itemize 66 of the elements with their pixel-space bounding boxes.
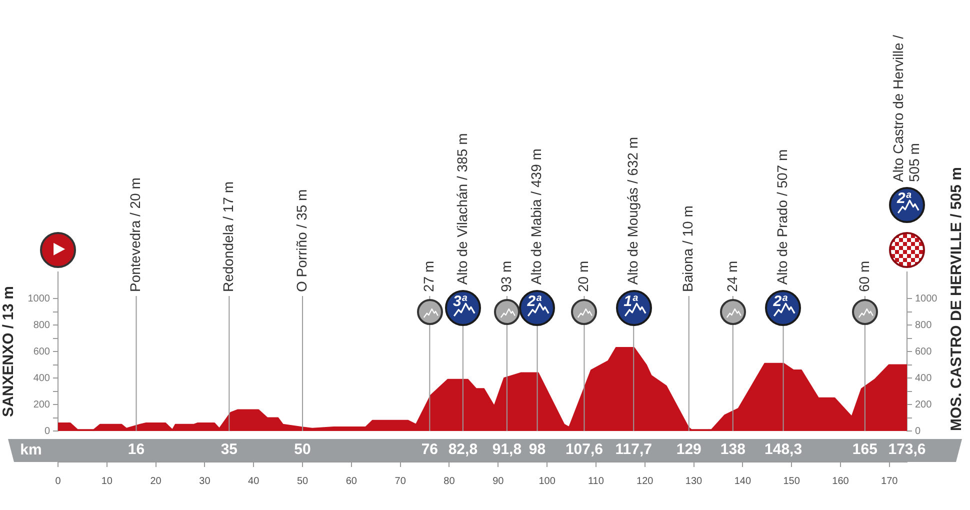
ref-line-label: 60 m — [856, 260, 872, 292]
x-tick-label: 60 — [346, 476, 358, 487]
x2-tick-label: 129 — [676, 441, 702, 458]
x2-tick-label: 35 — [220, 441, 238, 458]
y2-tick-label: 600 — [915, 346, 932, 358]
annotation: 2ª — [773, 292, 788, 310]
ref-line-label: Baiona / 10 m — [680, 206, 696, 292]
x-tick-label: 130 — [685, 476, 703, 487]
y2-tick-label: 400 — [915, 372, 932, 384]
text: 2ª — [897, 190, 911, 207]
x-tick-label: 140 — [734, 476, 752, 487]
y2-axis-title: MOS. CASTRO DE HERVILLE / 505 m — [948, 167, 966, 431]
y-tick-label: 400 — [33, 372, 50, 384]
y-tick-label: 200 — [33, 399, 50, 410]
x-tick-label: 0 — [55, 476, 62, 487]
annotation: 1ª — [624, 292, 638, 310]
x-tick-label: 10 — [101, 476, 113, 487]
ref-line-label: Redondela / 17 m — [220, 181, 236, 292]
y-tick-label: 800 — [33, 320, 50, 331]
ref-line-label: Alto de Mougás / 632 m — [624, 136, 640, 285]
x-tick-label: 150 — [783, 476, 800, 487]
ref-line-label: Alto de Vilachán / 385 m — [454, 133, 470, 285]
x2-tick-label: 98 — [528, 441, 546, 458]
x-tick-label: 110 — [588, 476, 604, 487]
x2-tick-label: 16 — [128, 441, 145, 458]
text: Alto Castro de Herville / 505 m — [890, 34, 922, 182]
y-tick-label: 0 — [44, 426, 50, 437]
y2-tick-label: 0 — [915, 426, 921, 437]
y-tick-label: 1000 — [28, 293, 50, 304]
x2-axis-title: km — [20, 442, 42, 459]
y-axis-title: SANXENXO / 13 m — [0, 286, 18, 417]
x-tick-label: 70 — [394, 476, 406, 487]
ref-line-label: Alto de Mabia / 439 m — [528, 148, 544, 285]
ref-line-label: 27 m — [420, 260, 437, 292]
x-tick-label: 80 — [444, 476, 456, 487]
x-tick-label: 170 — [881, 476, 898, 487]
x-tick-label: 160 — [832, 476, 850, 487]
x2-tick-label: 165 — [852, 441, 878, 458]
x-tick-label: 120 — [636, 476, 654, 487]
x-tick-label: 30 — [199, 476, 211, 487]
x-tick-label: 20 — [150, 476, 162, 487]
ref-line-label: Pontevedra / 20 m — [127, 178, 144, 292]
x2-tick-label: 138 — [720, 441, 746, 458]
x-tick-label: 100 — [538, 476, 556, 487]
x2-tick-label: 148,3 — [764, 441, 802, 458]
ref-line-label: Alto de Prado / 507 m — [774, 149, 790, 285]
y2-tick-label: 200 — [915, 399, 932, 410]
ref-line-label: 93 m — [498, 260, 514, 292]
ref-line-label: 24 m — [724, 260, 740, 292]
x2-tick-label: 76 — [421, 441, 438, 458]
y2-tick-label: 1000 — [915, 293, 938, 304]
x2-tick-label: 107,6 — [565, 441, 603, 458]
y2-tick-label: 800 — [915, 320, 932, 331]
ref-line-label: 20 m — [575, 260, 592, 292]
x2-tick-label: 50 — [294, 441, 311, 458]
x2-tick-label: 173,6 — [888, 441, 926, 458]
annotation: 3ª — [452, 292, 467, 310]
ref-line-label: O Porriño / 35 m — [293, 189, 310, 292]
x2-tick-label: 82,8 — [448, 441, 478, 458]
x2-tick-label: 117,7 — [615, 441, 652, 458]
x2-tick-label: 91,8 — [492, 441, 522, 458]
y-tick-label: 600 — [33, 346, 50, 358]
annotation: 2ª — [527, 292, 542, 310]
x-tick-label: 90 — [492, 476, 504, 487]
x-tick-label: 40 — [248, 476, 260, 487]
x-tick-label: 50 — [296, 476, 309, 487]
